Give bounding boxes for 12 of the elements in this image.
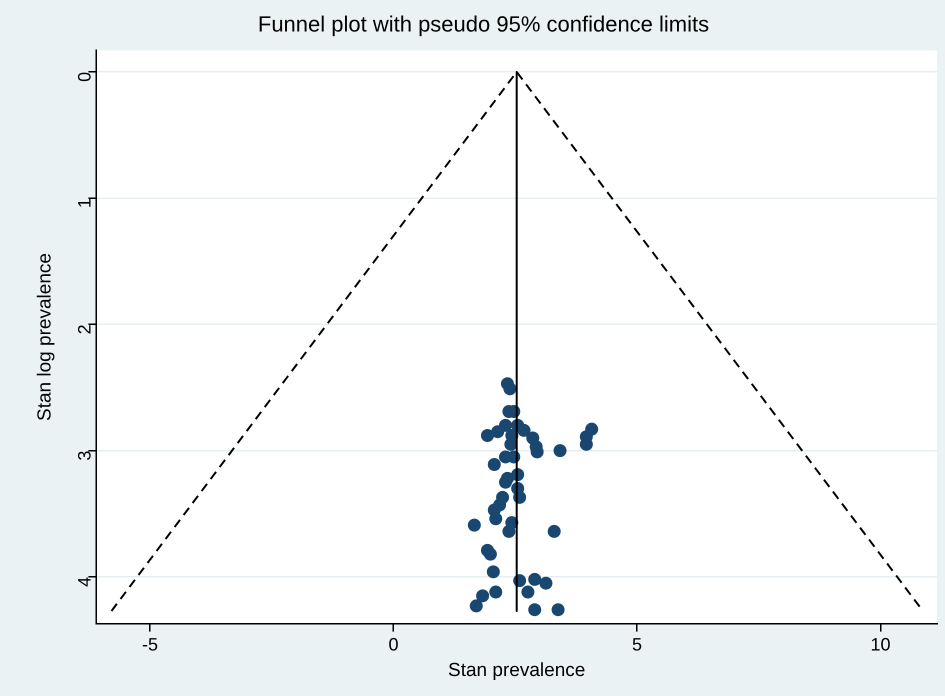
x-tick-label: -5 [142, 634, 158, 654]
y-tick-label: 4 [74, 576, 94, 587]
y-tick-label: 0 [74, 72, 94, 82]
x-tick-label: 5 [632, 634, 642, 654]
y-axis-title: Stan log prevalence [34, 253, 56, 421]
x-tick-label: 10 [870, 634, 891, 654]
y-tick-label: 1 [74, 198, 94, 208]
chart-title: Funnel plot with pseudo 95% confidence limits [258, 11, 710, 36]
x-tick-label: 0 [388, 634, 398, 654]
y-tick-label: 3 [74, 450, 94, 461]
x-axis-title: Stan prevalence [448, 660, 586, 681]
y-tick-label: 2 [74, 324, 94, 334]
